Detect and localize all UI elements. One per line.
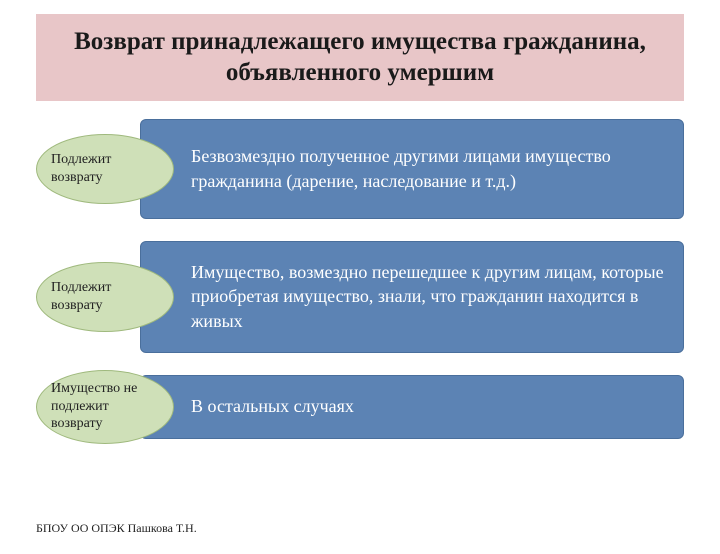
title-bar: Возврат принадлежащего имущества граждан… (36, 14, 684, 101)
row-2: Подлежит возврату Имущество, возмездно п… (36, 241, 684, 353)
box-text-3: В остальных случаях (191, 394, 354, 418)
box-text-1: Безвозмездно полученное другими лицами и… (191, 144, 667, 193)
diagram-rows: Подлежит возврату Безвозмездно полученно… (36, 119, 684, 439)
box-text-2: Имущество, возмездно перешедшее к другим… (191, 260, 667, 333)
ellipse-text-3: Имущество не подлежит возврату (51, 380, 159, 433)
ellipse-label-1: Подлежит возврату (36, 134, 174, 204)
box-1: Безвозмездно полученное другими лицами и… (140, 119, 684, 219)
ellipse-text-2: Подлежит возврату (51, 279, 159, 314)
row-1: Подлежит возврату Безвозмездно полученно… (36, 119, 684, 219)
page-title: Возврат принадлежащего имущества граждан… (56, 26, 664, 89)
ellipse-text-1: Подлежит возврату (51, 151, 159, 186)
box-2: Имущество, возмездно перешедшее к другим… (140, 241, 684, 353)
row-3: Имущество не подлежит возврату В остальн… (36, 375, 684, 439)
ellipse-label-3: Имущество не подлежит возврату (36, 370, 174, 444)
box-3: В остальных случаях (140, 375, 684, 439)
ellipse-label-2: Подлежит возврату (36, 262, 174, 332)
footer-credit: БПОУ ОО ОПЭК Пашкова Т.Н. (36, 521, 197, 536)
